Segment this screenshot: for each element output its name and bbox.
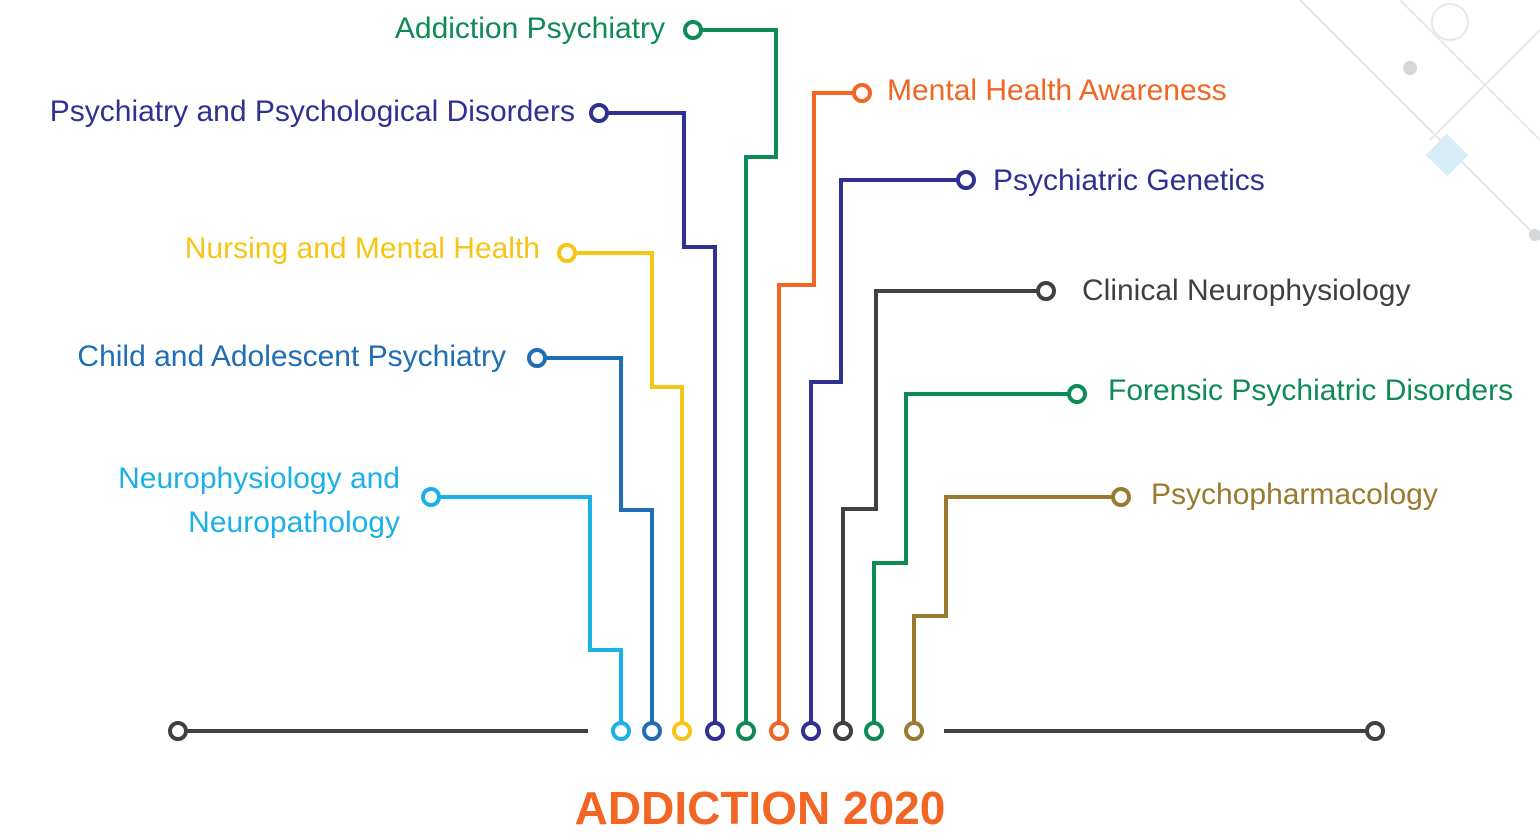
node-dot xyxy=(589,103,609,123)
base-dot xyxy=(833,721,853,741)
node-dot xyxy=(683,20,703,40)
node-label: Child and Adolescent Psychiatry xyxy=(77,340,506,373)
trace xyxy=(701,28,778,723)
base-dot xyxy=(801,721,821,741)
base-dot xyxy=(705,721,725,741)
node-label: Clinical Neurophysiology xyxy=(1082,274,1411,307)
node-label: Neurophysiology and xyxy=(118,462,400,495)
node-dot xyxy=(1067,384,1087,404)
node-label: Nursing and Mental Health xyxy=(185,232,540,265)
trace xyxy=(575,251,684,723)
node-label: Psychiatry and Psychological Disorders xyxy=(50,95,575,128)
node-dot xyxy=(527,348,547,368)
node-label: Mental Health Awareness xyxy=(887,74,1227,107)
node-dot xyxy=(421,487,441,507)
base-dot xyxy=(864,721,884,741)
base-end xyxy=(1365,721,1385,741)
title: ADDICTION 2020 xyxy=(575,782,946,834)
trace xyxy=(912,495,1113,723)
node-label: Forensic Psychiatric Disorders xyxy=(1108,374,1513,407)
base-dot xyxy=(672,721,692,741)
node-dot xyxy=(557,243,577,263)
node-dot xyxy=(852,83,872,103)
node-label: Psychopharmacology xyxy=(1151,478,1438,511)
base-dot xyxy=(611,721,631,741)
node-dot xyxy=(956,170,976,190)
node-label: Addiction Psychiatry xyxy=(395,12,665,45)
node-label: Psychiatric Genetics xyxy=(993,164,1265,197)
base-dot xyxy=(642,721,662,741)
base-dot xyxy=(769,721,789,741)
trace xyxy=(545,356,654,723)
node-dot xyxy=(1036,281,1056,301)
trace xyxy=(872,392,1069,723)
trace xyxy=(809,178,958,723)
node-label: Neuropathology xyxy=(188,506,400,539)
background-decor xyxy=(1299,0,1540,241)
trace xyxy=(439,495,623,723)
trace xyxy=(841,289,1038,723)
base-dot xyxy=(904,721,924,741)
node-dot xyxy=(1111,487,1131,507)
trace xyxy=(777,91,854,723)
trace xyxy=(607,111,717,723)
base-end xyxy=(168,721,188,741)
base-dot xyxy=(736,721,756,741)
